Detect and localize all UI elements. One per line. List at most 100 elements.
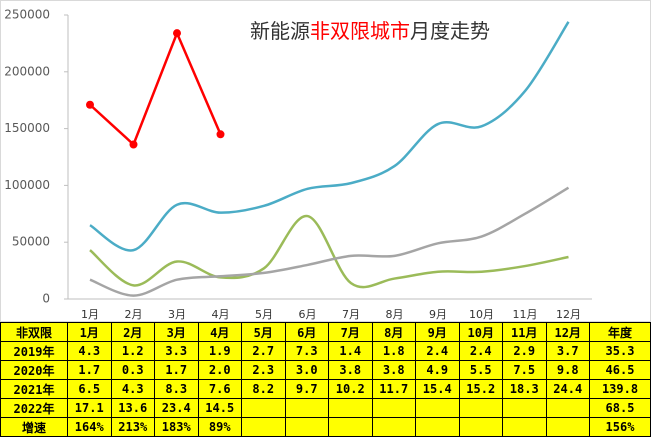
table-cell: 164% [67, 417, 112, 437]
table-cell: 12月 [545, 322, 590, 342]
y-tick-label: 50000 [12, 235, 50, 249]
table-cell: 213% [110, 417, 155, 437]
x-tick-label: 3月 [168, 308, 186, 321]
table-cell: 15.4 [415, 379, 460, 399]
series-line [89, 214, 569, 289]
table-row: 2022年 17.1 13.6 23.4 14.5 68.5 [0, 398, 651, 418]
table-cell [545, 417, 590, 437]
y-tick-label: 250000 [4, 8, 50, 22]
table-cell [415, 417, 460, 437]
table-cell: 1.9 [197, 341, 242, 361]
table-cell [284, 417, 329, 437]
table-cell: 3.0 [284, 360, 329, 380]
table-cell [502, 398, 547, 418]
table-cell: 2020年 [0, 360, 68, 380]
table-cell: 68.5 [589, 398, 651, 418]
table-cell: 年度 [589, 322, 651, 342]
x-tick-label: 12月 [556, 308, 581, 321]
y-tick-label: 0 [42, 292, 50, 306]
y-tick-label: 100000 [4, 178, 50, 192]
series-line [89, 29, 222, 147]
table-cell [328, 398, 373, 418]
table-cell: 1.7 [154, 360, 199, 380]
y-tick-label: 150000 [4, 121, 50, 135]
table-cell: 7.5 [502, 360, 547, 380]
table-cell [328, 417, 373, 437]
table-cell: 6.5 [67, 379, 112, 399]
table-cell: 13.6 [110, 398, 155, 418]
table-cell: 139.8 [589, 379, 651, 399]
table-cell: 11月 [502, 322, 547, 342]
table-cell: 4.9 [415, 360, 460, 380]
table-cell: 1.8 [371, 341, 416, 361]
table-cell: 7.6 [197, 379, 242, 399]
table-cell: 1月 [67, 322, 112, 342]
table-cell: 156% [589, 417, 651, 437]
table-cell: 0.3 [110, 360, 155, 380]
chart-title: 新能源非双限城市月度走势 [250, 19, 490, 43]
x-tick-label: 8月 [386, 308, 404, 321]
x-tick-label: 5月 [255, 308, 273, 321]
table-cell: 1.4 [328, 341, 373, 361]
table-cell: 35.3 [589, 341, 651, 361]
title-part: 新能源 [250, 19, 310, 43]
point [86, 100, 94, 109]
series-line [89, 21, 570, 252]
data-table: 非双限 1月 2月 3月 4月 5月 6月 7月 8月 9月 10月 11月 12月 年度 2019年 4.3… [0, 322, 651, 437]
title-part: 非双限城市 [310, 19, 410, 43]
table-cell: 183% [154, 417, 199, 437]
table-cell: 增速 [0, 417, 68, 437]
table-cell [371, 398, 416, 418]
table-cell: 2.7 [241, 341, 286, 361]
table-cell: 23.4 [154, 398, 199, 418]
table-cell: 89% [197, 417, 242, 437]
x-tick-label: 7月 [342, 308, 360, 321]
table-cell [241, 417, 286, 437]
table-cell [415, 398, 460, 418]
y-tick-label: 200000 [4, 64, 50, 78]
table-cell: 3.8 [328, 360, 373, 380]
table-row: 2021年 6.5 4.3 8.3 7.6 8.2 9.7 10.2 11.7 15.4 15.2 1… [0, 379, 651, 399]
table-cell: 10月 [458, 322, 503, 342]
table-cell: 18.3 [502, 379, 547, 399]
table-row: 2020年 1.7 0.3 1.7 2.0 2.3 3.0 3.8 3.8 4.9 5.5 7.5 9.… [0, 360, 651, 380]
table-cell: 1.2 [110, 341, 155, 361]
table-cell: 6月 [284, 322, 329, 342]
table-cell: 5.5 [458, 360, 503, 380]
table-cell: 8月 [371, 322, 416, 342]
x-tick-label: 1月 [81, 308, 99, 321]
table-cell: 2.9 [502, 341, 547, 361]
table-cell: 1.7 [67, 360, 112, 380]
table-cell: 46.5 [589, 360, 651, 380]
table-row: 增速 164% 213% 183% 89% 156% [0, 417, 651, 437]
table-cell: 9.7 [284, 379, 329, 399]
table-cell: 3.3 [154, 341, 199, 361]
x-tick-label: 2月 [125, 308, 143, 321]
title-part: 月度走势 [410, 19, 490, 43]
table-cell: 15.2 [458, 379, 503, 399]
table-cell: 7月 [328, 322, 373, 342]
table-cell: 2月 [110, 322, 155, 342]
table-cell: 7.3 [284, 341, 329, 361]
x-tick-label: 6月 [299, 308, 317, 321]
table-cell [371, 417, 416, 437]
table-cell: 11.7 [371, 379, 416, 399]
table-cell: 17.1 [67, 398, 112, 418]
x-tick-label: 9月 [429, 308, 447, 321]
table-cell [458, 417, 503, 437]
table-cell: 3.7 [545, 341, 590, 361]
table-cell: 3.8 [371, 360, 416, 380]
table-cell: 2.4 [458, 341, 503, 361]
table-cell [502, 417, 547, 437]
table-cell: 14.5 [197, 398, 242, 418]
table-cell: 5月 [241, 322, 286, 342]
table-cell [545, 398, 590, 418]
table-cell: 4月 [197, 322, 242, 342]
table-cell: 9.8 [545, 360, 590, 380]
table-cell [458, 398, 503, 418]
chart: 新能源非双限城市月度走势 0 50000 100000 150000 200000 250… [0, 0, 651, 322]
table-cell: 8.3 [154, 379, 199, 399]
table-cell [241, 398, 286, 418]
table-cell [284, 398, 329, 418]
point [129, 140, 138, 149]
